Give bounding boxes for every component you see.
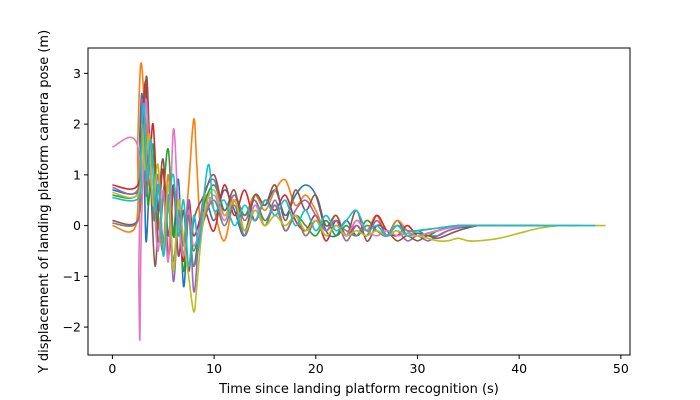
axes-frame	[87, 47, 631, 356]
y-tick-label: 3	[73, 66, 81, 81]
x-tick-label: 30	[410, 361, 426, 376]
y-tick-label: 0	[73, 218, 81, 233]
x-axis-label: Time since landing platform recognition …	[218, 382, 499, 397]
y-tick-label: −1	[63, 269, 81, 284]
x-tick-label: 40	[511, 361, 527, 376]
x-tick-label: 50	[613, 361, 629, 376]
y-tick-label: 1	[73, 167, 81, 182]
x-tick-label: 20	[308, 361, 324, 376]
series-line-6	[112, 75, 540, 273]
series-line-9	[112, 123, 606, 313]
y-axis-label: Y displacement of landing platform camer…	[37, 30, 52, 374]
series-line-10	[112, 103, 596, 268]
series-layer	[112, 62, 606, 341]
y-tick-label: −2	[63, 320, 81, 335]
y-tick-label: 2	[73, 117, 81, 132]
x-tick-label: 0	[108, 361, 116, 376]
tick-layer: 0 10 20 30 40 50 −2 −1 0 1 2 3	[63, 66, 629, 376]
x-tick-label: 10	[206, 361, 222, 376]
